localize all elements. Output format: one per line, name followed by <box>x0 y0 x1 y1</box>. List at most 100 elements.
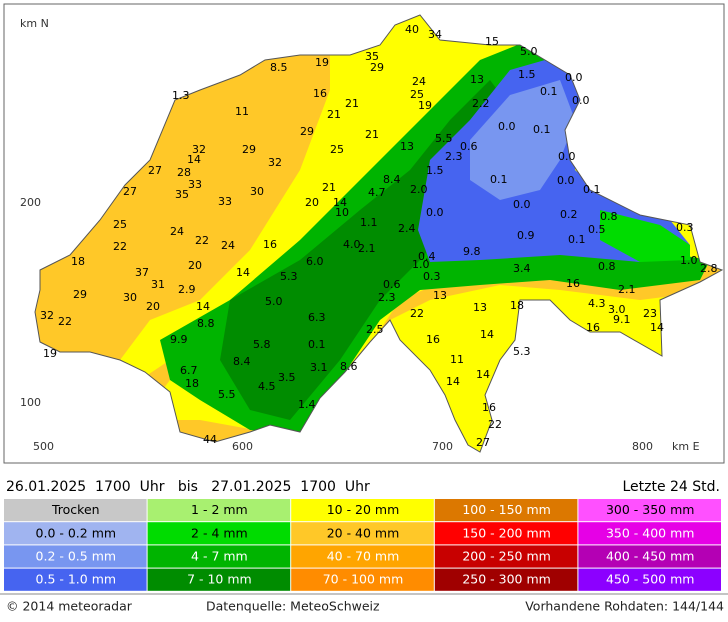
station-value: 19 <box>418 99 432 112</box>
station-value: 1.0 <box>680 254 698 267</box>
station-value: 5.8 <box>253 338 271 351</box>
station-value: 6.7 <box>180 364 198 377</box>
station-value: 15 <box>485 35 499 48</box>
station-value: 14 <box>480 328 494 341</box>
station-value: 16 <box>263 238 277 251</box>
area-bright-green <box>600 210 690 262</box>
station-value: 32 <box>268 156 282 169</box>
x-label: 800 <box>632 440 653 453</box>
station-value: 25 <box>330 143 344 156</box>
station-value: 18 <box>71 255 85 268</box>
y-label: 200 <box>20 196 41 209</box>
station-value: 6.0 <box>306 255 324 268</box>
station-value: 34 <box>428 28 442 41</box>
station-value: 9.1 <box>613 313 631 326</box>
station-value: 22 <box>195 234 209 247</box>
station-value: 21 <box>345 97 359 110</box>
station-value: 8.5 <box>270 61 288 74</box>
station-value: 33 <box>188 178 202 191</box>
station-value: 1.5 <box>518 68 536 81</box>
legend-label: 150 - 200 mm <box>462 525 551 540</box>
station-value: 0.3 <box>423 270 441 283</box>
station-value: 0.1 <box>533 123 551 136</box>
legend-swatch <box>4 568 147 591</box>
station-value: 40 <box>405 23 419 36</box>
station-value: 0.1 <box>308 338 326 351</box>
station-value: 14 <box>476 368 490 381</box>
station-value: 11 <box>450 353 464 366</box>
station-value: 29 <box>73 288 87 301</box>
legend-swatch <box>291 499 434 522</box>
station-value: 3.5 <box>278 371 296 384</box>
legend-swatch <box>4 545 147 568</box>
east-label: km E <box>672 440 700 453</box>
station-value: 22 <box>58 315 72 328</box>
legend-label: 350 - 400 mm <box>606 525 695 540</box>
station-value: 44 <box>203 433 217 446</box>
legend-swatch <box>147 499 291 522</box>
legend-label: 100 - 150 mm <box>462 502 551 517</box>
station-value: 0.0 <box>565 71 583 84</box>
copyright: © 2014 meteoradar <box>6 599 133 614</box>
station-value: 1.0 <box>412 258 430 271</box>
legend-label: 7 - 10 mm <box>187 572 252 587</box>
station-value: 0.9 <box>517 229 535 242</box>
station-value: 32 <box>192 143 206 156</box>
station-value: 29 <box>300 125 314 138</box>
station-value: 2.3 <box>378 291 396 304</box>
station-value: 9.8 <box>463 245 481 258</box>
legend-label: 300 - 350 mm <box>606 502 695 517</box>
station-value: 2.2 <box>472 97 490 110</box>
station-value: 30 <box>123 291 137 304</box>
legend-label: 450 - 500 mm <box>606 572 695 587</box>
station-value: 23 <box>643 307 657 320</box>
station-value: 24 <box>221 239 235 252</box>
legend-label: 0.0 - 0.2 mm <box>36 525 117 540</box>
station-value: 0.0 <box>426 206 444 219</box>
station-value: 14 <box>446 375 460 388</box>
y-label: 100 <box>20 396 41 409</box>
legend-label: 200 - 250 mm <box>462 549 551 564</box>
station-value: 22 <box>488 418 502 431</box>
station-value: 6.3 <box>308 311 326 324</box>
station-value: 4.0 <box>343 238 361 251</box>
station-value: 30 <box>250 185 264 198</box>
station-value: 3.1 <box>310 361 328 374</box>
legend-label: 20 - 40 mm <box>327 525 400 540</box>
area-light-blue <box>470 80 575 200</box>
legend-swatch <box>291 568 434 591</box>
station-value: 2.5 <box>366 323 384 336</box>
legend-label: 70 - 100 mm <box>323 572 404 587</box>
station-value: 5.5 <box>218 388 236 401</box>
station-value: 1.4 <box>298 398 316 411</box>
station-value: 0.0 <box>498 120 516 133</box>
legend-label: 40 - 70 mm <box>327 549 400 564</box>
station-value: 4.7 <box>368 186 386 199</box>
station-value: 0.1 <box>583 183 601 196</box>
legend-swatch <box>578 545 721 568</box>
station-value: 14 <box>196 300 210 313</box>
station-value: 1.3 <box>172 89 190 102</box>
station-value: 0.0 <box>513 198 531 211</box>
legend-swatch <box>147 545 291 568</box>
station-value: 27 <box>148 164 162 177</box>
station-value: 0.0 <box>557 174 575 187</box>
station-value: 14 <box>187 153 201 166</box>
station-value: 2.1 <box>618 283 636 296</box>
station-value: 31 <box>151 278 165 291</box>
x-label: 700 <box>432 440 453 453</box>
station-value: 8.6 <box>340 360 358 373</box>
x-label: 600 <box>232 440 253 453</box>
source: Datenquelle: MeteoSchweiz <box>206 599 380 614</box>
station-value: 21 <box>322 181 336 194</box>
station-value: 2.4 <box>398 222 416 235</box>
station-value: 2.8 <box>700 262 718 275</box>
station-value: 13 <box>400 140 414 153</box>
station-value: 0.8 <box>600 210 618 223</box>
legend-label: Trocken <box>51 502 100 517</box>
legend-swatch <box>434 545 578 568</box>
station-value: 13 <box>473 301 487 314</box>
station-value: 0.4 <box>418 250 436 263</box>
